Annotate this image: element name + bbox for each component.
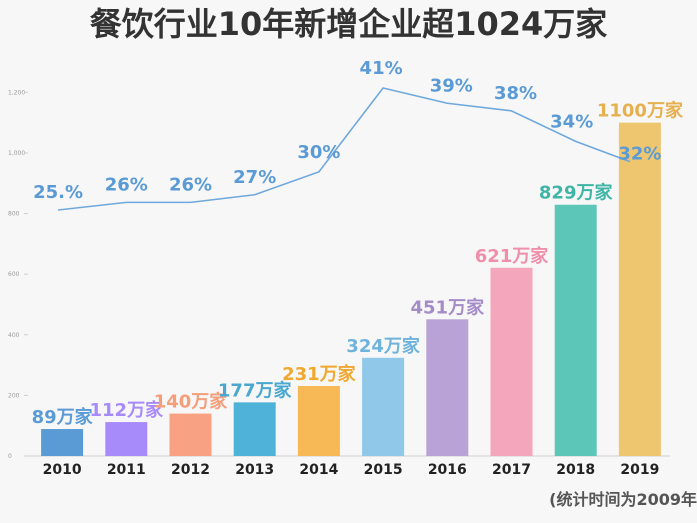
y-tick-label: 600 [8,271,20,278]
value-label-2019: 1100万家 [597,100,684,122]
value-label-2010: 89万家 [32,406,94,428]
bar-2017 [490,267,533,456]
value-label-2012: 140万家 [154,391,229,413]
y-tick-label: 1,000 [8,150,25,157]
y-tick-label: 200 [8,392,20,399]
bar-2014 [297,385,340,456]
rate-label-2012: 26% [169,174,212,195]
y-tick-label: 400 [8,332,20,339]
rate-label-2014: 30% [297,142,340,163]
y-tick-label: 1,200 [8,89,25,96]
x-tick-label: 2018 [556,462,595,478]
rate-label-2017: 38% [494,83,537,104]
bar-2013 [233,402,276,456]
bar-2012 [169,413,212,456]
rate-label-2015: 41% [360,58,403,79]
value-label-2018: 829万家 [539,182,614,204]
x-tick-label: 2012 [171,462,210,478]
rate-label-2018: 34% [550,111,593,132]
x-tick-label: 2011 [107,462,146,478]
rate-label-2011: 26% [105,174,148,195]
rate-label-2016: 39% [430,75,473,96]
y-tick-label: 800 [8,211,20,218]
bar-2011 [105,422,148,456]
x-tick-label: 2015 [364,462,403,478]
chart-title: 餐饮行业10年新增企业超1024万家 [89,5,608,43]
x-tick-label: 2010 [43,462,82,478]
value-label-2011: 112万家 [90,399,165,421]
value-label-2016: 451万家 [411,296,486,318]
rate-label-2019: 32% [618,144,661,165]
value-label-2014: 231万家 [282,363,357,385]
rate-label-2010: 25.% [33,182,83,203]
x-tick-label: 2017 [492,462,531,478]
x-tick-label: 2016 [428,462,467,478]
value-label-2017: 621万家 [475,245,550,267]
bar-2019 [618,122,661,456]
x-tick-label: 2013 [235,462,274,478]
bar-2018 [554,204,597,456]
bar-2010 [41,429,84,456]
value-label-2015: 324万家 [346,335,421,357]
bar-2015 [362,357,405,456]
x-tick-label: 2014 [299,462,338,478]
rate-label-2013: 27% [233,167,276,188]
y-tick-label: 0 [8,453,12,460]
x-tick-label: 2019 [620,462,659,478]
value-label-2013: 177万家 [218,379,293,401]
footnote: (统计时间为2009年 [549,490,697,509]
rate-line [58,87,631,211]
bar-2016 [426,319,469,456]
